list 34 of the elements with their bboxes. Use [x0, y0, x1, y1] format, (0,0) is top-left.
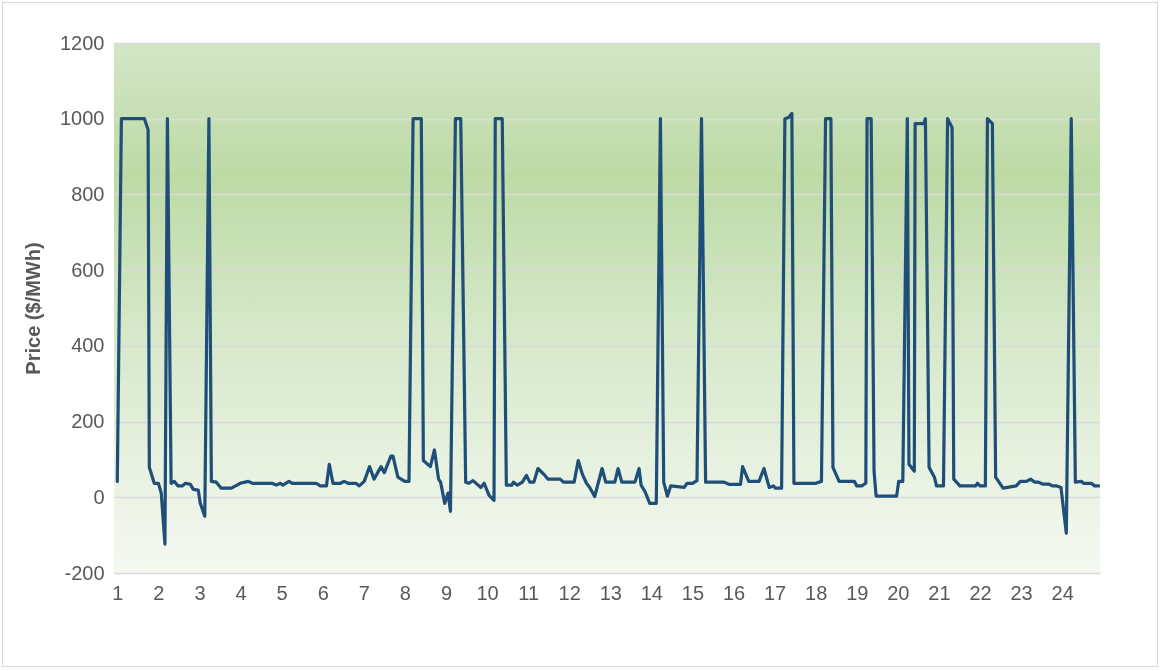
x-tick-label: 1: [112, 581, 124, 604]
y-axis-title: Price ($/MWh): [22, 242, 45, 375]
x-tick-label: 18: [805, 581, 828, 604]
x-tick-label: 17: [763, 581, 787, 604]
x-tick-label: 5: [276, 581, 288, 604]
x-tick-label: 12: [558, 581, 581, 604]
x-tick-label: 7: [358, 581, 370, 604]
x-tick-label: 4: [235, 581, 247, 604]
x-tick-label: 23: [1010, 581, 1033, 604]
x-tick-label: 21: [928, 581, 951, 604]
y-tick-label: 400: [71, 334, 105, 357]
x-tick-label: 19: [846, 581, 869, 604]
x-tick-label: 11: [518, 581, 539, 604]
x-tick-label: 3: [194, 581, 206, 604]
x-tick-label: 13: [599, 581, 622, 604]
y-tick-label: 0: [93, 485, 105, 508]
x-tick-label: 22: [969, 581, 992, 604]
x-tick-label: 9: [440, 581, 453, 604]
x-tick-label: 8: [399, 581, 411, 604]
x-tick-label: 16: [722, 581, 746, 604]
x-tick-label: 6: [317, 581, 329, 604]
y-tick-label: -200: [64, 561, 105, 584]
y-tick-label: 800: [71, 182, 105, 205]
x-tick-label: 14: [640, 581, 663, 604]
y-tick-label: 1000: [60, 107, 105, 130]
line-series: [115, 111, 1100, 546]
x-tick-label: 10: [476, 581, 499, 604]
y-tick-label: 600: [71, 258, 105, 281]
x-tick-label: 20: [887, 581, 910, 604]
x-tick-label: 24: [1051, 581, 1074, 604]
y-tick-label: 1200: [60, 31, 105, 54]
y-tick-label: 200: [71, 410, 105, 433]
x-tick-label: 15: [681, 581, 705, 604]
x-tick-label: 2: [153, 581, 165, 604]
